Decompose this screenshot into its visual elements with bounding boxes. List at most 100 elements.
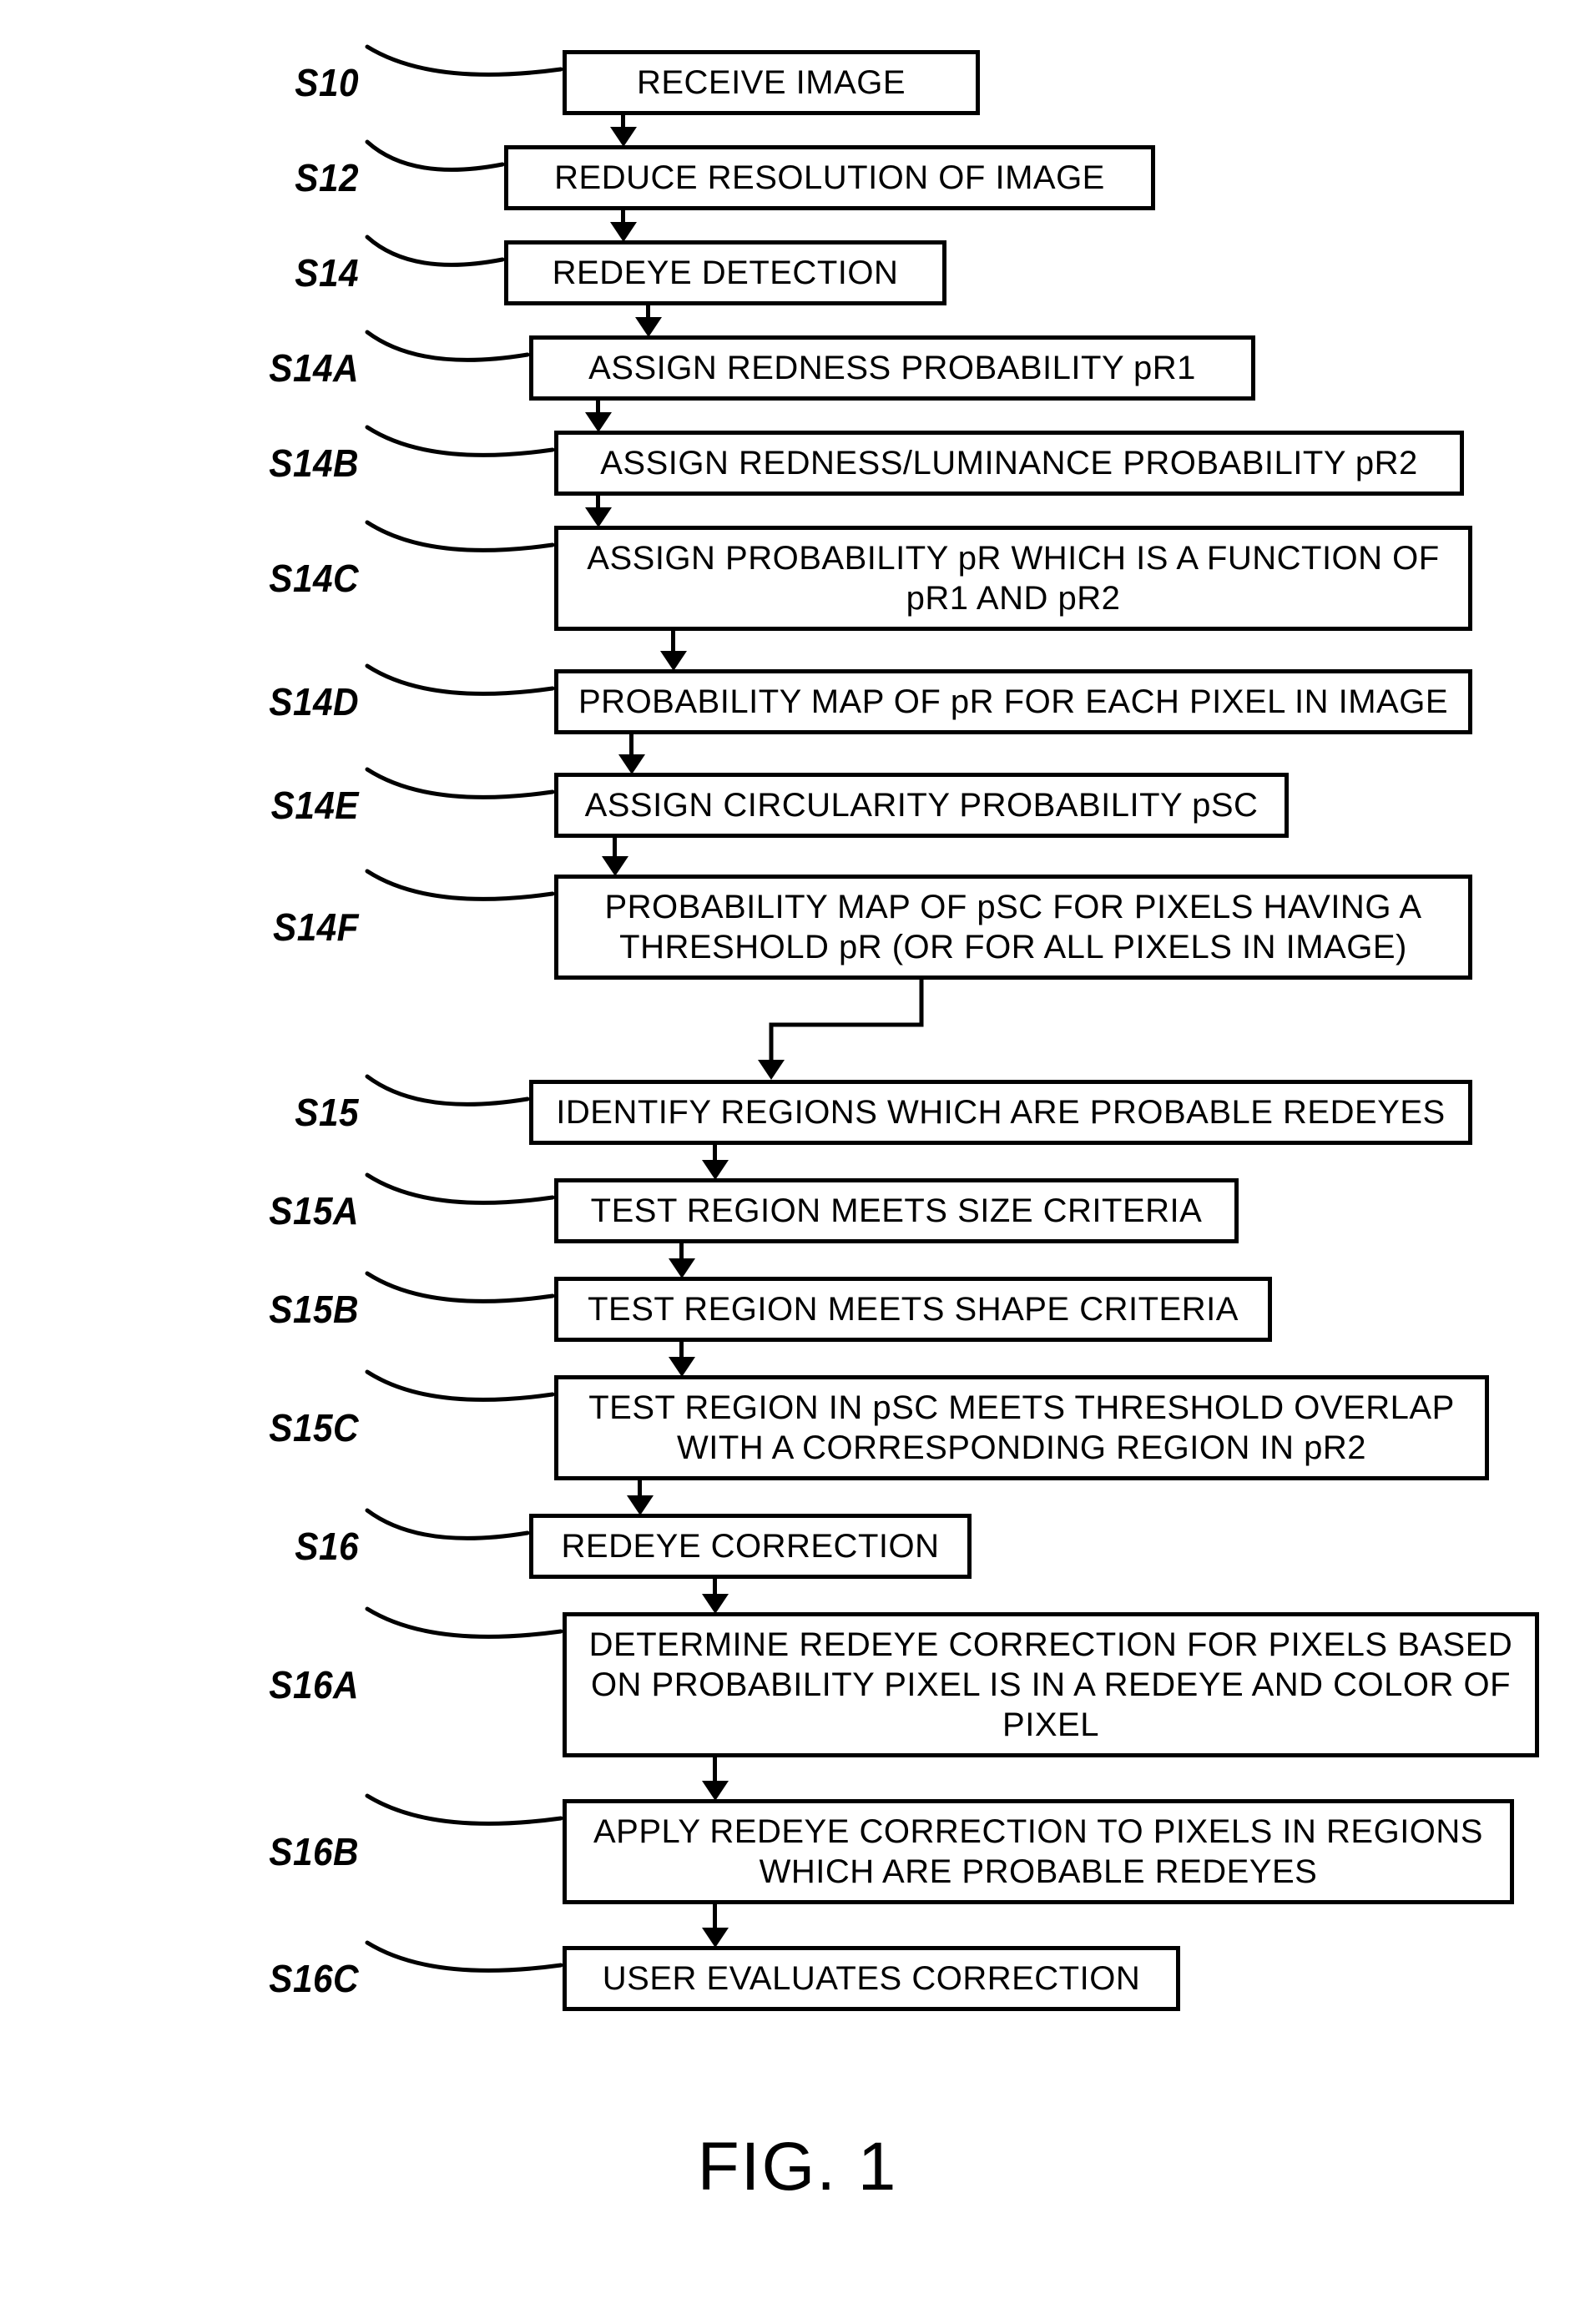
flowchart-step: S15CTEST REGION IN pSC MEETS THRESHOLD O… bbox=[234, 1375, 1419, 1480]
step-id-label: S14A bbox=[244, 345, 359, 391]
flowchart-connector-row bbox=[234, 210, 1419, 240]
flowchart-step: S14E ASSIGN CIRCULARITY PROBABILITY pSC bbox=[234, 773, 1419, 838]
flowchart-connector-row bbox=[234, 1243, 1419, 1277]
flowchart-box: PROBABILITY MAP OF pSC FOR PIXELS HAVING… bbox=[554, 875, 1472, 980]
flowchart-step: S14CASSIGN PROBABILITY pR WHICH IS A FUN… bbox=[234, 526, 1419, 631]
connector-arrow bbox=[679, 1243, 684, 1277]
connector-arrow bbox=[613, 838, 617, 875]
leader-line bbox=[362, 764, 571, 823]
connector-arrow bbox=[671, 631, 675, 669]
flowchart-connector-row bbox=[234, 980, 1419, 1080]
connector-arrow bbox=[638, 1480, 642, 1514]
connector-arrow bbox=[713, 1757, 717, 1799]
flowchart-box: ASSIGN CIRCULARITY PROBABILITY pSC bbox=[554, 773, 1289, 838]
flowchart-connector-row bbox=[234, 734, 1419, 773]
step-id-label: S15C bbox=[244, 1405, 359, 1450]
step-id-label: S14D bbox=[244, 679, 359, 724]
flowchart-box: ASSIGN REDNESS PROBABILITY pR1 bbox=[529, 335, 1255, 401]
flowchart-step: S14DPROBABILITY MAP OF pR FOR EACH PIXEL… bbox=[234, 669, 1419, 734]
leader-line bbox=[362, 327, 546, 386]
flowchart-box: REDEYE DETECTION bbox=[504, 240, 946, 305]
flowchart-connector-row bbox=[234, 401, 1419, 431]
flowchart-connector-row bbox=[234, 1579, 1419, 1612]
flowchart-step: S15A TEST REGION MEETS SIZE CRITERIA bbox=[234, 1178, 1419, 1243]
flowchart-connector-row bbox=[234, 496, 1419, 526]
flowchart-box: APPLY REDEYE CORRECTION TO PIXELS IN REG… bbox=[563, 1799, 1514, 1904]
flowchart-box: RECEIVE IMAGE bbox=[563, 50, 980, 115]
connector-arrow bbox=[596, 401, 600, 431]
leader-line bbox=[362, 1791, 579, 1849]
step-id-label: S14E bbox=[244, 783, 359, 828]
leader-line bbox=[362, 1367, 571, 1425]
step-id-label: S15A bbox=[244, 1188, 359, 1233]
flowchart-box: TEST REGION MEETS SHAPE CRITERIA bbox=[554, 1277, 1272, 1342]
connector-elbow bbox=[362, 980, 1447, 1083]
connector-arrow bbox=[621, 210, 625, 240]
flowchart-step: S16BAPPLY REDEYE CORRECTION TO PIXELS IN… bbox=[234, 1799, 1419, 1904]
flowchart-step: S14FPROBABILITY MAP OF pSC FOR PIXELS HA… bbox=[234, 875, 1419, 980]
connector-arrow bbox=[646, 305, 650, 335]
flowchart-connector-row bbox=[234, 631, 1419, 669]
flowchart-step: S15B TEST REGION MEETS SHAPE CRITERIA bbox=[234, 1277, 1419, 1342]
leader-line bbox=[362, 1938, 579, 1996]
flowchart-step: S12 REDUCE RESOLUTION OF IMAGE bbox=[234, 145, 1419, 210]
step-id-label: S16A bbox=[244, 1662, 359, 1707]
flowchart-box: REDUCE RESOLUTION OF IMAGE bbox=[504, 145, 1155, 210]
step-id-label: S15B bbox=[244, 1287, 359, 1332]
step-id-label: S10 bbox=[244, 60, 359, 105]
flowchart-container: S10 RECEIVE IMAGE S12 REDUCE RESOLUTION OF … bbox=[234, 50, 1419, 2011]
flowchart-connector-row bbox=[234, 1904, 1419, 1946]
flowchart-connector-row bbox=[234, 1757, 1419, 1799]
leader-line bbox=[362, 866, 571, 925]
flowchart-box: IDENTIFY REGIONS WHICH ARE PROBABLE REDE… bbox=[529, 1080, 1472, 1145]
flowchart-connector-row bbox=[234, 305, 1419, 335]
step-id-label: S12 bbox=[244, 155, 359, 200]
flowchart-box: TEST REGION MEETS SIZE CRITERIA bbox=[554, 1178, 1239, 1243]
connector-arrow bbox=[713, 1145, 717, 1178]
connector-arrow bbox=[713, 1904, 717, 1946]
flowchart-step: S14A ASSIGN REDNESS PROBABILITY pR1 bbox=[234, 335, 1419, 401]
flowchart-box: DETERMINE REDEYE CORRECTION FOR PIXELS B… bbox=[563, 1612, 1539, 1757]
connector-arrow bbox=[713, 1579, 717, 1612]
flowchart-step: S14BASSIGN REDNESS/LUMINANCE PROBABILITY… bbox=[234, 431, 1419, 496]
step-id-label: S16B bbox=[244, 1829, 359, 1874]
connector-arrow bbox=[679, 1342, 684, 1375]
connector-arrow bbox=[629, 734, 633, 773]
leader-line bbox=[362, 661, 571, 719]
step-id-label: S16 bbox=[244, 1524, 359, 1569]
flowchart-step: S10 RECEIVE IMAGE bbox=[234, 50, 1419, 115]
flowchart-connector-row bbox=[234, 1145, 1419, 1178]
step-id-label: S14F bbox=[244, 905, 359, 950]
step-id-label: S16C bbox=[244, 1956, 359, 2001]
flowchart-connector-row bbox=[234, 115, 1419, 145]
flowchart-box: REDEYE CORRECTION bbox=[529, 1514, 972, 1579]
leader-line bbox=[362, 1505, 546, 1564]
flowchart-step: S16C USER EVALUATES CORRECTION bbox=[234, 1946, 1419, 2011]
step-id-label: S14B bbox=[244, 441, 359, 486]
flowchart-step: S16 REDEYE CORRECTION bbox=[234, 1514, 1419, 1579]
step-id-label: S14 bbox=[244, 250, 359, 295]
leader-line bbox=[362, 232, 521, 290]
flowchart-connector-row bbox=[234, 838, 1419, 875]
flowchart-box: TEST REGION IN pSC MEETS THRESHOLD OVERL… bbox=[554, 1375, 1489, 1480]
flowchart-box: USER EVALUATES CORRECTION bbox=[563, 1946, 1180, 2011]
flowchart-box: ASSIGN PROBABILITY pR WHICH IS A FUNCTIO… bbox=[554, 526, 1472, 631]
flowchart-box: ASSIGN REDNESS/LUMINANCE PROBABILITY pR2 bbox=[554, 431, 1464, 496]
leader-line bbox=[362, 1071, 546, 1130]
leader-line bbox=[362, 422, 571, 481]
leader-line bbox=[362, 42, 579, 100]
step-id-label: S14C bbox=[244, 556, 359, 601]
leader-line bbox=[362, 517, 571, 576]
flowchart-step: S14 REDEYE DETECTION bbox=[234, 240, 1419, 305]
figure-label: FIG. 1 bbox=[0, 2128, 1595, 2206]
leader-line bbox=[362, 1604, 579, 1662]
leader-line bbox=[362, 137, 521, 195]
connector-arrow bbox=[596, 496, 600, 526]
flowchart-connector-row bbox=[234, 1342, 1419, 1375]
flowchart-step: S15IDENTIFY REGIONS WHICH ARE PROBABLE R… bbox=[234, 1080, 1419, 1145]
flowchart-step: S16ADETERMINE REDEYE CORRECTION FOR PIXE… bbox=[234, 1612, 1419, 1757]
flowchart-box: PROBABILITY MAP OF pR FOR EACH PIXEL IN … bbox=[554, 669, 1472, 734]
leader-line bbox=[362, 1170, 571, 1228]
connector-arrow bbox=[621, 115, 625, 145]
leader-line bbox=[362, 1268, 571, 1327]
